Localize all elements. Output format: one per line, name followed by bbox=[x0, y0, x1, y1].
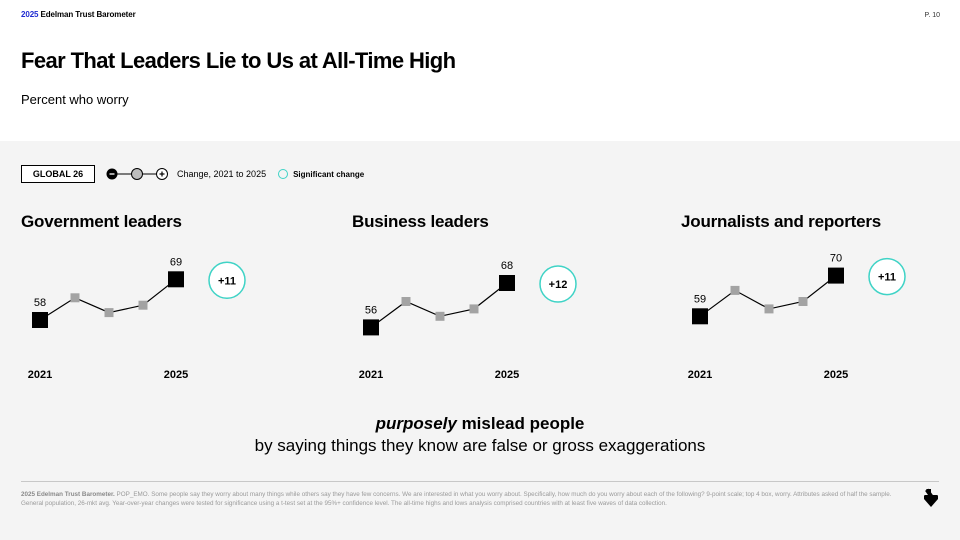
minus-circle-icon bbox=[106, 168, 118, 180]
data-point-2023 bbox=[764, 304, 774, 314]
data-label-end: 69 bbox=[170, 256, 182, 268]
page-number: P. 10 bbox=[924, 12, 940, 19]
chart-svg-government: 58 69 2021 2025 +11 bbox=[28, 256, 246, 381]
data-point-2022 bbox=[401, 297, 411, 306]
data-label-end: 68 bbox=[501, 260, 513, 272]
statement-line-1-rest: mislead people bbox=[456, 414, 585, 433]
significant-change-icon bbox=[278, 169, 289, 179]
change-value: +11 bbox=[218, 275, 236, 287]
change-scale-icons bbox=[106, 168, 168, 180]
chart-title: Government leaders bbox=[21, 212, 182, 231]
data-point-2025 bbox=[499, 275, 515, 291]
data-point-2023 bbox=[104, 308, 114, 318]
change-badge bbox=[539, 265, 577, 303]
data-point-2024 bbox=[138, 300, 148, 310]
data-point-2025 bbox=[828, 267, 844, 284]
data-point-2021 bbox=[32, 312, 48, 328]
change-badge bbox=[868, 257, 906, 296]
legend: GLOBAL 26 Change, 2021 to 2025 Significa… bbox=[21, 164, 364, 184]
change-value: +12 bbox=[549, 279, 568, 291]
change-badge bbox=[208, 261, 246, 300]
data-label-start: 59 bbox=[694, 293, 706, 305]
data-point-2022 bbox=[70, 293, 80, 303]
brand-logo: 2025 Edelman Trust Barometer bbox=[21, 10, 136, 19]
global-26-badge: GLOBAL 26 bbox=[21, 165, 95, 183]
header-area: 2025 Edelman Trust Barometer P. 10 Fear … bbox=[0, 0, 960, 141]
x-tick-label: 2021 bbox=[359, 369, 383, 381]
data-label-start: 56 bbox=[365, 304, 377, 316]
chart-government-leaders: Government leaders 58 69 2021 2025 +11 bbox=[21, 212, 311, 387]
x-tick-label: 2021 bbox=[688, 369, 712, 381]
footnote: 2025 Edelman Trust Barometer. POP_EMO. S… bbox=[21, 491, 892, 507]
plus-circle-icon bbox=[156, 168, 168, 180]
change-value: +11 bbox=[878, 272, 896, 284]
data-point-2024 bbox=[469, 304, 479, 314]
page-title: Fear That Leaders Lie to Us at All-Time … bbox=[21, 48, 456, 73]
data-label-start: 58 bbox=[34, 297, 46, 309]
data-point-2022 bbox=[730, 285, 740, 295]
chart-title: Journalists and reporters bbox=[681, 212, 882, 231]
legend-significant-label: Significant change bbox=[293, 169, 365, 179]
chart-svg-journalists: 59 70 2021 2025 +11 bbox=[688, 253, 906, 381]
data-point-2025 bbox=[168, 271, 184, 288]
chart-svg-business: 56 68 2021 2025 +12 bbox=[359, 260, 577, 381]
x-tick-label: 2025 bbox=[824, 369, 848, 381]
data-label-end: 70 bbox=[830, 253, 842, 265]
data-point-2024 bbox=[798, 297, 808, 306]
x-tick-label: 2021 bbox=[28, 369, 52, 381]
page-subtitle: Percent who worry bbox=[21, 92, 129, 107]
neutral-circle-icon bbox=[131, 168, 143, 180]
data-point-2021 bbox=[692, 308, 708, 325]
legend-change-label: Change, 2021 to 2025 bbox=[177, 169, 267, 179]
chart-business-leaders: Business leaders 56 68 2021 2025 +12 bbox=[352, 212, 642, 387]
next-arrow-icon[interactable] bbox=[921, 487, 941, 509]
statement-emphasis: purposely bbox=[375, 414, 457, 433]
footer-divider bbox=[21, 481, 939, 482]
x-tick-label: 2025 bbox=[495, 369, 519, 381]
x-tick-label: 2025 bbox=[164, 369, 188, 381]
data-point-2023 bbox=[435, 311, 445, 321]
chart-journalists-reporters: Journalists and reporters 59 70 2021 2025 +1… bbox=[681, 212, 960, 387]
data-point-2021 bbox=[363, 319, 379, 336]
chart-title: Business leaders bbox=[352, 212, 489, 231]
statement-line-1: purposely mislead people bbox=[0, 414, 960, 434]
statement-line-2: by saying things they know are false or … bbox=[254, 436, 706, 455]
